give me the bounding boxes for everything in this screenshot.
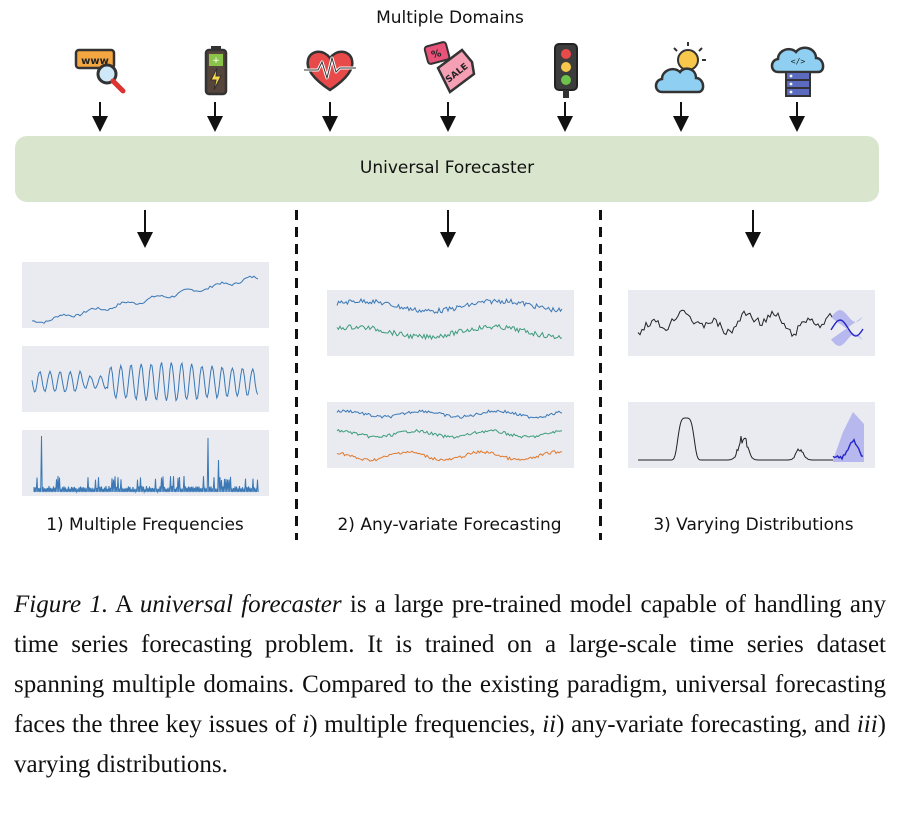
freq-panel-1 — [22, 262, 269, 328]
domains-title: Multiple Domains — [376, 8, 524, 28]
battery-icon: + — [204, 46, 228, 96]
heartbeat-icon — [304, 50, 356, 92]
forecaster-label: Universal Forecaster — [359, 158, 535, 178]
caption-text-1: A — [108, 591, 140, 618]
figure-label: Figure 1. — [14, 591, 109, 618]
section-label-2: 2) Any-variate Forecasting — [337, 515, 562, 535]
caption-text-5: ) varying distributions. — [14, 711, 886, 778]
domain-arrows — [92, 102, 805, 132]
distribution-panel-1 — [628, 290, 875, 356]
sun-cloud-icon — [654, 42, 706, 94]
freq-panel-3 — [22, 430, 269, 496]
sale-tag-icon: % SALE — [423, 41, 476, 94]
section-arrows — [137, 210, 761, 248]
section-label-1: 1) Multiple Frequencies — [46, 515, 244, 535]
traffic-light-icon — [554, 43, 578, 98]
caption-roman-iii: iii — [856, 711, 878, 738]
distribution-panel-2 — [628, 402, 875, 468]
svg-text:%: % — [430, 48, 443, 61]
svg-text:www: www — [81, 56, 109, 67]
caption-text-4: ) any-variate forecasting, and — [556, 711, 857, 738]
svg-text:+: + — [212, 56, 220, 66]
svg-text:</>: </> — [791, 57, 806, 66]
caption-text-2: is a large pre-trained model capable of … — [14, 591, 887, 738]
figure-caption: Figure 1. A universal forecaster is a la… — [14, 585, 886, 785]
section-label-3: 3) Varying Distributions — [653, 515, 854, 535]
www-search-icon: www — [74, 48, 126, 94]
caption-roman-ii: ii — [542, 711, 557, 738]
universal-forecaster-box: Universal Forecaster — [15, 136, 879, 202]
caption-text-3: ) multiple frequencies, — [309, 711, 543, 738]
section-divider-2 — [599, 210, 602, 540]
variate-panel-1 — [327, 290, 574, 356]
caption-roman-i: i — [302, 711, 310, 738]
cloud-server-icon: </> — [770, 46, 825, 97]
freq-panel-2 — [22, 346, 269, 412]
variate-panel-2 — [327, 402, 574, 468]
section-divider-1 — [295, 210, 298, 540]
caption-emphasis: universal forecaster — [139, 591, 342, 618]
